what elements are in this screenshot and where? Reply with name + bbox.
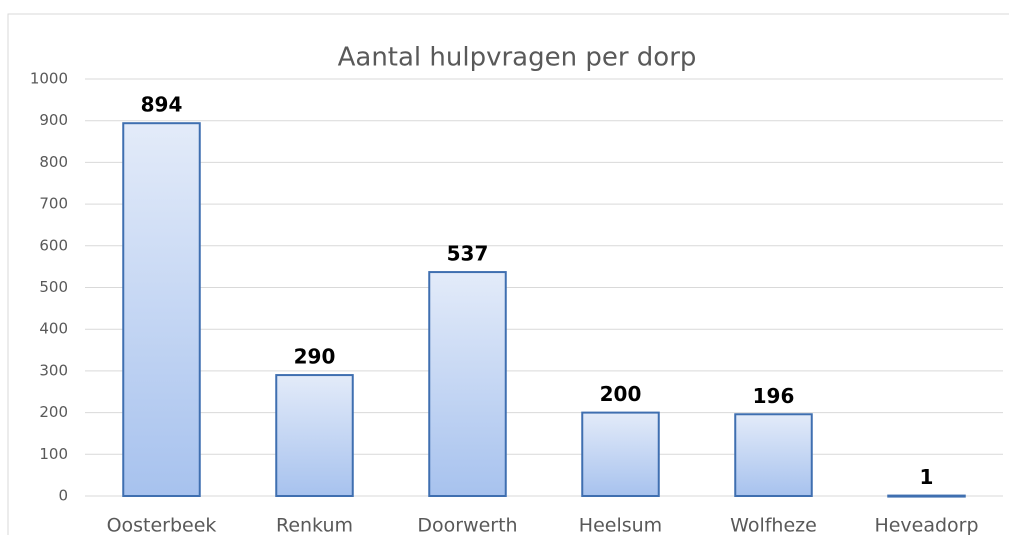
y-tick-label: 800 [39,153,68,171]
y-tick-label: 200 [39,403,68,421]
x-tick-label: Doorwerth [417,515,517,535]
x-tick-label: Heveadorp [874,515,978,535]
data-label: 1 [920,465,934,489]
bar [428,271,507,498]
x-tick-label: Renkum [276,515,353,535]
data-label: 200 [600,382,642,406]
bar [581,411,660,498]
y-tick-label: 700 [39,195,68,213]
data-label: 537 [447,242,489,266]
x-tick-label: Wolfheze [730,515,817,535]
bar [887,494,966,498]
data-label: 290 [294,345,336,369]
bar [734,413,813,498]
data-label: 894 [141,93,183,117]
y-tick-label: 300 [39,361,68,379]
bar [275,374,354,498]
y-tick-label: 100 [39,445,68,463]
bar [122,122,201,498]
y-tick-label: 1000 [30,70,68,88]
y-tick-label: 400 [39,320,68,338]
x-tick-label: Oosterbeek [107,515,217,535]
y-tick-label: 0 [58,487,68,505]
y-tick-label: 900 [39,111,68,129]
y-tick-label: 500 [39,278,68,296]
chart-frame [7,13,1009,535]
y-tick-label: 600 [39,236,68,254]
chart-title: Aantal hulpvragen per dorp [338,43,697,73]
x-tick-label: Heelsum [579,515,662,535]
data-label: 196 [753,384,795,408]
